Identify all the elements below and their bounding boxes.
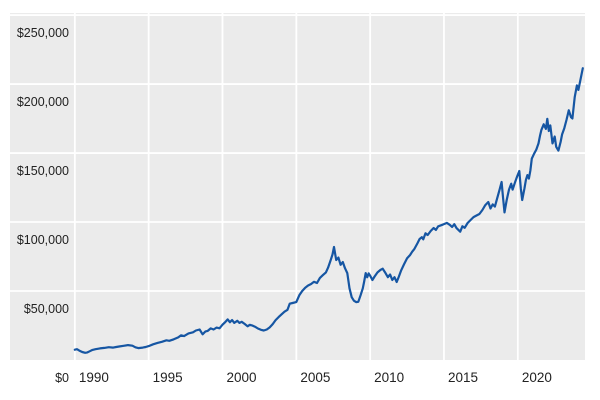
x-tick-label: 2015 bbox=[448, 370, 478, 385]
x-tick-label: 2000 bbox=[226, 370, 256, 385]
x-tick-label: 2005 bbox=[300, 370, 330, 385]
x-tick-label: 1995 bbox=[153, 370, 183, 385]
plot-area bbox=[10, 13, 585, 360]
x-tick-label: 2010 bbox=[374, 370, 404, 385]
x-tick-label: 2020 bbox=[522, 370, 552, 385]
x-tick-label: 1990 bbox=[79, 370, 109, 385]
y-tick-label: $250,000 bbox=[17, 26, 69, 40]
y-tick-label: $150,000 bbox=[17, 164, 69, 178]
y-tick-label: $200,000 bbox=[17, 95, 69, 109]
series-line-investment-value bbox=[73, 67, 584, 354]
y-tick-label: $50,000 bbox=[24, 302, 69, 316]
y-tick-label: $100,000 bbox=[17, 233, 69, 247]
y-tick-label: $0 bbox=[55, 371, 69, 385]
